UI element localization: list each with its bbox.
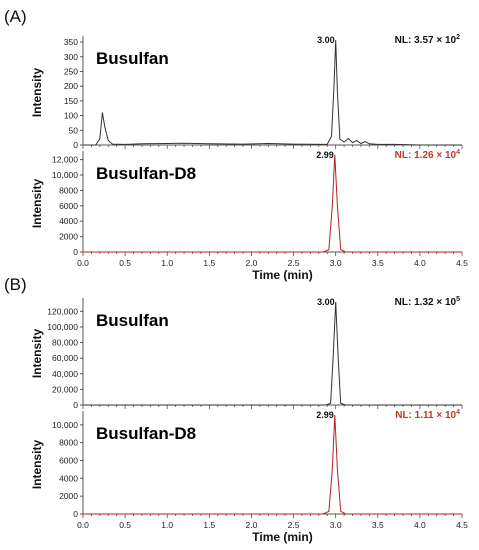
compound-title: Busulfan <box>96 311 169 330</box>
x-tick-label: 0.5 <box>119 520 131 530</box>
y-tick-label: 100,000 <box>47 322 78 332</box>
compound-title: Busulfan <box>96 49 169 68</box>
y-tick-label: 12,000 <box>52 155 78 165</box>
nl-label: NL: 1.11 × 104 <box>395 409 460 421</box>
series-line <box>83 39 462 146</box>
y-tick-label: 100 <box>64 111 78 121</box>
x-tick-label: 3.5 <box>372 520 384 530</box>
y-tick-label: 10,000 <box>52 420 78 430</box>
y-tick-label: 6000 <box>59 455 78 465</box>
x-tick-label: 4.5 <box>456 258 468 268</box>
x-tick-label: 3.0 <box>330 258 342 268</box>
y-tick-label: 10,000 <box>52 170 78 180</box>
x-tick-label: 2.5 <box>288 258 300 268</box>
chart-panel: 0 20,000 40,000 60,000 80,000 100,000 120,000 I… <box>30 296 463 410</box>
y-tick-label: 200 <box>64 81 78 91</box>
x-tick-label: 1.5 <box>203 258 215 268</box>
x-tick-label: 4.5 <box>456 520 468 530</box>
y-tick-label: 6000 <box>59 201 78 211</box>
nl-label: NL: 1.26 × 104 <box>395 149 460 161</box>
y-axis-title: Intensity <box>30 329 44 379</box>
y-tick-label: 40,000 <box>52 369 78 379</box>
x-tick-label: 0.0 <box>77 258 89 268</box>
x-tick-label: 2.0 <box>246 520 258 530</box>
y-tick-label: 80,000 <box>52 338 78 348</box>
y-tick-label: 4000 <box>59 216 78 226</box>
y-tick-label: 8000 <box>59 185 78 195</box>
chart-plots: 0 50 100 150 200 250 300 350 Intensity Busulfan NL… <box>30 34 468 544</box>
nl-label: NL: 1.32 × 105 <box>395 296 460 308</box>
y-axis-title: Intensity <box>30 68 44 118</box>
x-tick-label: 4.0 <box>414 520 426 530</box>
x-tick-label: 3.0 <box>330 520 342 530</box>
y-tick-label: 0 <box>73 140 78 150</box>
y-tick-label: 50 <box>69 125 79 135</box>
peak-label: 3.00 <box>317 297 335 307</box>
y-tick-label: 350 <box>64 37 78 47</box>
x-tick-label: 1.0 <box>161 520 173 530</box>
x-axis-title: Time (min) <box>252 530 312 544</box>
panel-label-a: (A) <box>4 7 27 26</box>
y-tick-label: 60,000 <box>52 353 78 363</box>
x-tick-label: 2.5 <box>288 520 300 530</box>
peak-label: 2.99 <box>316 410 334 420</box>
y-tick-label: 20,000 <box>52 384 78 394</box>
nl-label: NL: 3.57 × 102 <box>395 34 460 46</box>
y-tick-label: 300 <box>64 52 78 62</box>
series-line <box>83 301 462 406</box>
y-tick-label: 2000 <box>59 491 78 501</box>
compound-title: Busulfan-D8 <box>96 164 196 183</box>
y-tick-label: 0 <box>73 400 78 410</box>
y-tick-label: 250 <box>64 66 78 76</box>
y-tick-label: 120,000 <box>47 306 78 316</box>
chart-panel: 0 2000 4000 6000 8000 10,000 0.0 0.5 1.0 1.5 2.0 2.… <box>30 409 468 544</box>
y-tick-label: 2000 <box>59 232 78 242</box>
series-line <box>83 154 462 253</box>
chart-panel: 0 2000 4000 6000 8000 10,000 12,000 0.0 0.5 1.0 1.… <box>30 149 468 282</box>
x-axis-title: Time (min) <box>252 268 312 282</box>
x-tick-label: 3.5 <box>372 258 384 268</box>
y-axis-title: Intensity <box>30 179 44 229</box>
y-tick-label: 8000 <box>59 438 78 448</box>
series-line <box>83 414 462 515</box>
y-axis-title: Intensity <box>30 440 44 490</box>
x-tick-label: 0.0 <box>77 520 89 530</box>
y-tick-label: 150 <box>64 96 78 106</box>
peak-label: 2.99 <box>316 150 334 160</box>
y-tick-label: 0 <box>73 247 78 257</box>
peak-label: 3.00 <box>317 35 335 45</box>
x-tick-label: 0.5 <box>119 258 131 268</box>
panel-label-b: (B) <box>4 275 27 294</box>
y-tick-label: 0 <box>73 509 78 519</box>
x-tick-label: 4.0 <box>414 258 426 268</box>
y-tick-label: 4000 <box>59 473 78 483</box>
x-tick-label: 1.0 <box>161 258 173 268</box>
chart-panel: 0 50 100 150 200 250 300 350 Intensity Busulfan NL… <box>30 34 463 150</box>
compound-title: Busulfan-D8 <box>96 424 196 443</box>
x-tick-label: 2.0 <box>246 258 258 268</box>
x-tick-label: 1.5 <box>203 520 215 530</box>
